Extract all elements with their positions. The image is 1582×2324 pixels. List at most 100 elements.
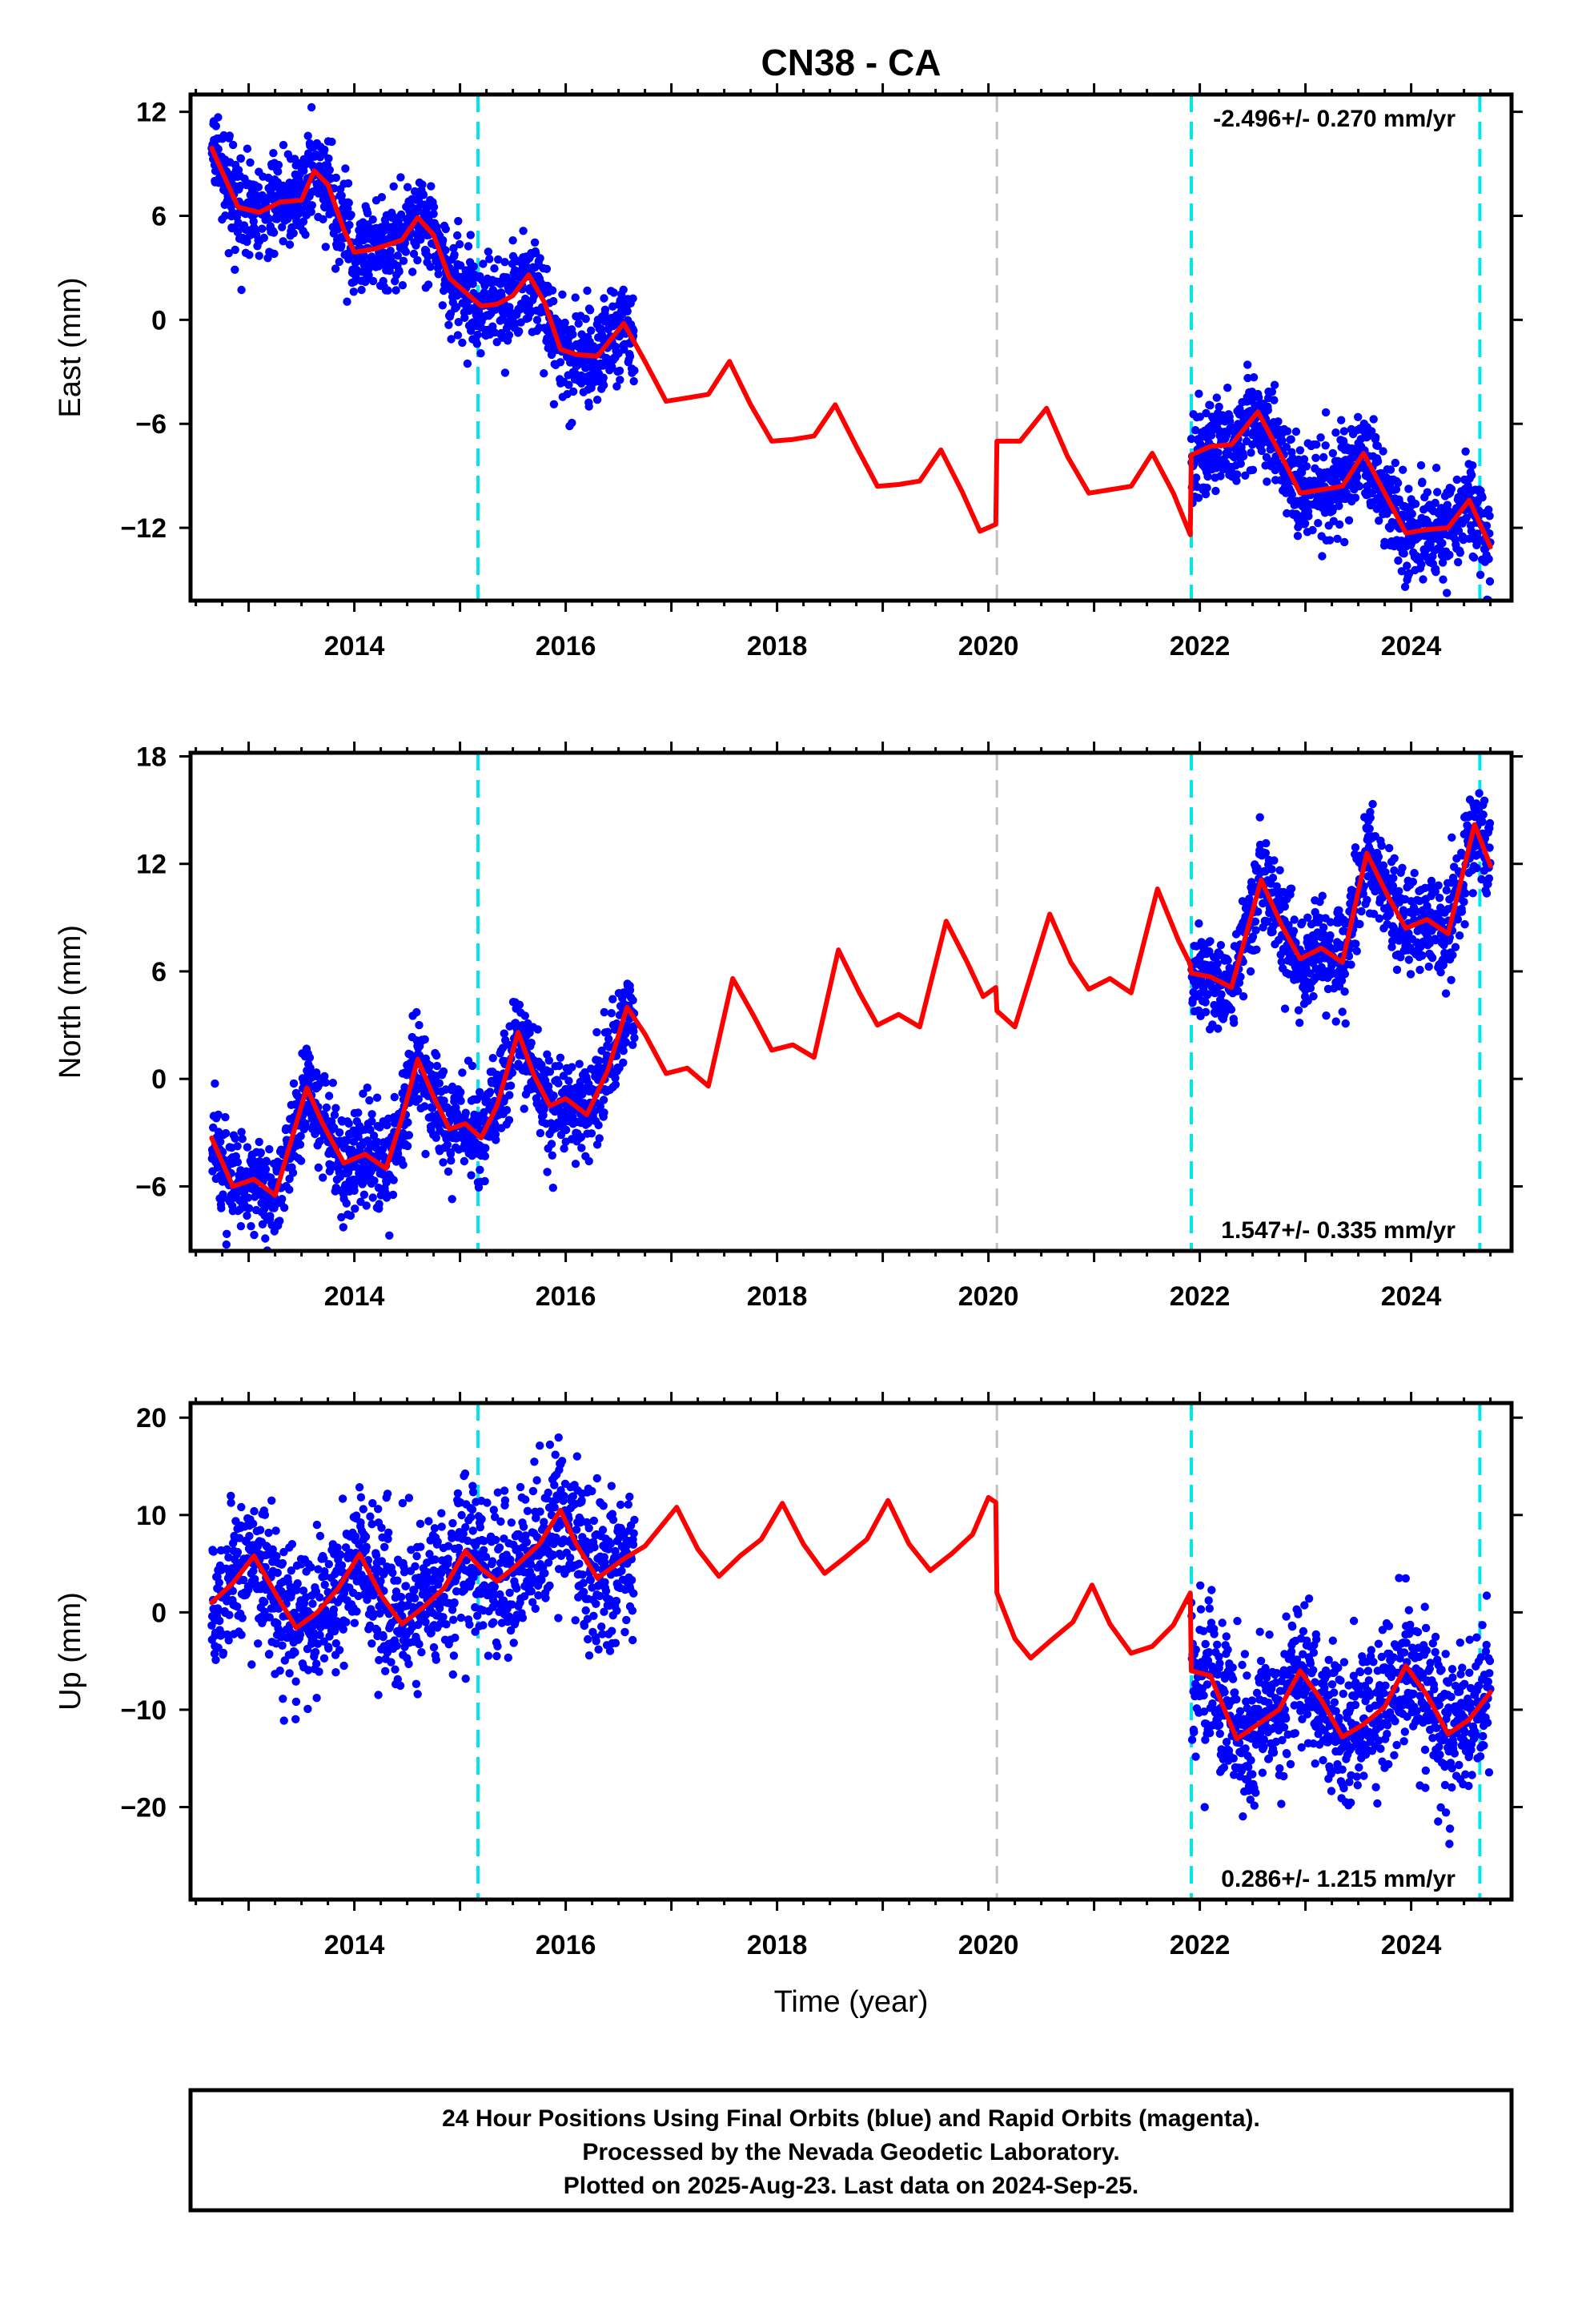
observation-point	[301, 230, 310, 239]
observation-point	[1388, 936, 1397, 946]
plot-area	[207, 1403, 1495, 1900]
observation-point	[238, 1614, 247, 1622]
observation-point	[1308, 525, 1317, 535]
observation-point	[399, 256, 408, 265]
observation-point	[1438, 539, 1447, 548]
observation-point	[532, 316, 542, 324]
observation-point	[630, 1033, 639, 1043]
observation-point	[1434, 881, 1443, 890]
observation-point	[387, 253, 396, 262]
observation-point	[1267, 388, 1277, 396]
observation-point	[1192, 473, 1201, 482]
observation-point	[448, 1195, 456, 1204]
observation-point	[401, 247, 411, 256]
observation-point	[337, 1212, 346, 1222]
observation-point	[1435, 894, 1444, 903]
observation-point	[289, 1079, 299, 1088]
observation-point	[285, 240, 295, 249]
observation-point	[331, 264, 340, 273]
observation-point	[519, 227, 528, 235]
observation-point	[231, 245, 239, 255]
observation-point	[1248, 932, 1258, 941]
observation-point	[1368, 799, 1377, 809]
observation-point	[1239, 992, 1248, 1001]
observation-point	[1337, 416, 1346, 424]
observation-point	[452, 303, 461, 312]
observation-point	[568, 418, 576, 428]
observation-point	[295, 1140, 305, 1149]
observation-point	[494, 255, 503, 264]
observation-point	[1333, 534, 1342, 543]
observation-point	[233, 1142, 242, 1151]
observation-point	[223, 1229, 231, 1239]
observation-point	[225, 131, 234, 140]
observation-point	[367, 1117, 376, 1126]
observation-point	[233, 1548, 243, 1557]
observation-point	[412, 241, 420, 250]
observation-point	[600, 305, 610, 314]
observation-point	[215, 1616, 224, 1626]
observation-point	[243, 1211, 251, 1220]
observation-point	[1484, 554, 1493, 564]
observation-point	[343, 179, 353, 188]
observation-point	[444, 1167, 453, 1176]
observation-point	[385, 1231, 394, 1240]
observation-point	[324, 154, 333, 163]
observation-point	[548, 1184, 557, 1192]
observation-point	[466, 231, 475, 239]
observation-point	[221, 1128, 231, 1138]
observation-point	[1227, 1005, 1236, 1014]
observation-point	[454, 318, 463, 327]
observation-point	[447, 335, 456, 344]
observation-point	[1232, 476, 1241, 485]
observation-point	[262, 1157, 271, 1166]
observation-point	[321, 243, 330, 251]
observation-point	[331, 1104, 340, 1112]
observation-point	[243, 1143, 252, 1152]
observation-point	[1282, 443, 1291, 452]
observation-point	[504, 1116, 514, 1124]
observation-point	[245, 1531, 254, 1541]
observation-point	[1485, 577, 1495, 586]
observation-point	[607, 1009, 616, 1018]
observation-point	[472, 340, 481, 348]
observation-point	[1423, 488, 1432, 497]
observation-point	[269, 228, 279, 237]
observation-point	[585, 306, 595, 315]
observation-point	[299, 217, 308, 226]
observation-point	[1404, 955, 1414, 964]
observation-point	[1341, 1019, 1350, 1028]
observation-point	[368, 1193, 377, 1202]
observation-point	[1326, 918, 1335, 927]
observation-point	[540, 369, 548, 378]
observation-point	[1270, 380, 1279, 389]
observation-point	[1191, 426, 1200, 435]
observation-point	[439, 1158, 448, 1167]
observation-point	[587, 1129, 596, 1138]
observation-point	[1389, 874, 1398, 883]
observation-point	[595, 1134, 604, 1143]
observation-point	[1215, 402, 1223, 412]
y-tick-label: 12	[136, 850, 167, 880]
observation-point	[1279, 887, 1288, 897]
observation-point	[389, 1176, 398, 1184]
observation-point	[249, 1566, 258, 1576]
observation-point	[568, 330, 577, 339]
observation-point	[396, 210, 406, 219]
observation-point	[1319, 452, 1328, 462]
observation-point	[480, 1176, 489, 1186]
observation-point	[285, 1174, 294, 1184]
x-tick-label: 2016	[536, 631, 596, 661]
observation-point	[359, 1089, 367, 1098]
observation-point	[214, 1606, 223, 1615]
observation-point	[1243, 360, 1252, 369]
observation-point	[1379, 861, 1388, 870]
observation-point	[1445, 550, 1454, 560]
observation-point	[1195, 919, 1203, 928]
observation-point	[1367, 427, 1376, 436]
observation-point	[293, 1579, 302, 1588]
observation-point	[1411, 500, 1420, 509]
observation-point	[366, 1125, 375, 1135]
observation-point	[296, 1132, 305, 1140]
